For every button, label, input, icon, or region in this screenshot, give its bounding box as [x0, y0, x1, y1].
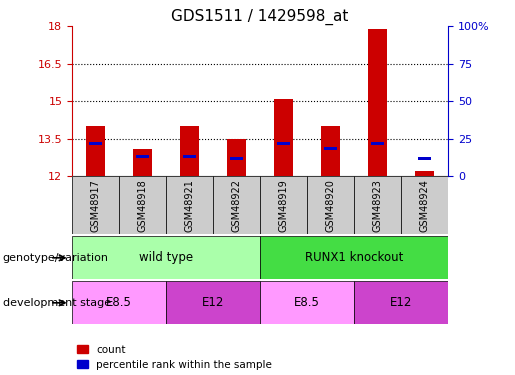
Bar: [260, 236, 448, 279]
Bar: [324, 147, 337, 150]
Text: wild type: wild type: [139, 251, 193, 264]
Text: GSM48920: GSM48920: [325, 179, 336, 232]
Text: genotype/variation: genotype/variation: [3, 253, 109, 263]
Bar: [278, 142, 289, 146]
Bar: [354, 281, 448, 324]
Bar: [213, 176, 260, 234]
Text: E12: E12: [390, 296, 412, 309]
Bar: [307, 176, 354, 234]
Text: RUNX1 knockout: RUNX1 knockout: [305, 251, 403, 264]
Bar: [180, 126, 199, 176]
Legend: count, percentile rank within the sample: count, percentile rank within the sample: [77, 345, 272, 370]
Bar: [227, 139, 246, 176]
Text: GSM48919: GSM48919: [279, 179, 288, 232]
Text: E8.5: E8.5: [294, 296, 320, 309]
Text: E8.5: E8.5: [106, 296, 132, 309]
Bar: [260, 176, 307, 234]
Text: GSM48918: GSM48918: [138, 179, 148, 232]
Bar: [354, 176, 401, 234]
Bar: [274, 99, 293, 176]
Bar: [86, 126, 105, 176]
Bar: [72, 281, 166, 324]
Text: GSM48924: GSM48924: [420, 179, 430, 232]
Text: development stage: development stage: [3, 298, 111, 308]
Bar: [260, 281, 354, 324]
Text: GSM48917: GSM48917: [91, 179, 100, 232]
Bar: [136, 154, 149, 158]
Bar: [371, 142, 384, 146]
Bar: [72, 236, 260, 279]
Bar: [90, 142, 101, 146]
Bar: [133, 149, 152, 176]
Bar: [119, 176, 166, 234]
Bar: [415, 171, 434, 176]
Bar: [231, 157, 243, 160]
Bar: [419, 157, 431, 160]
Bar: [321, 126, 340, 176]
Bar: [401, 176, 448, 234]
Text: E12: E12: [202, 296, 224, 309]
Text: GSM48922: GSM48922: [232, 179, 242, 232]
Text: GSM48923: GSM48923: [372, 179, 383, 232]
Bar: [72, 176, 119, 234]
Text: GSM48921: GSM48921: [184, 179, 195, 232]
Bar: [166, 281, 260, 324]
Bar: [166, 176, 213, 234]
Bar: [368, 29, 387, 176]
Title: GDS1511 / 1429598_at: GDS1511 / 1429598_at: [171, 9, 349, 25]
Bar: [183, 154, 196, 158]
